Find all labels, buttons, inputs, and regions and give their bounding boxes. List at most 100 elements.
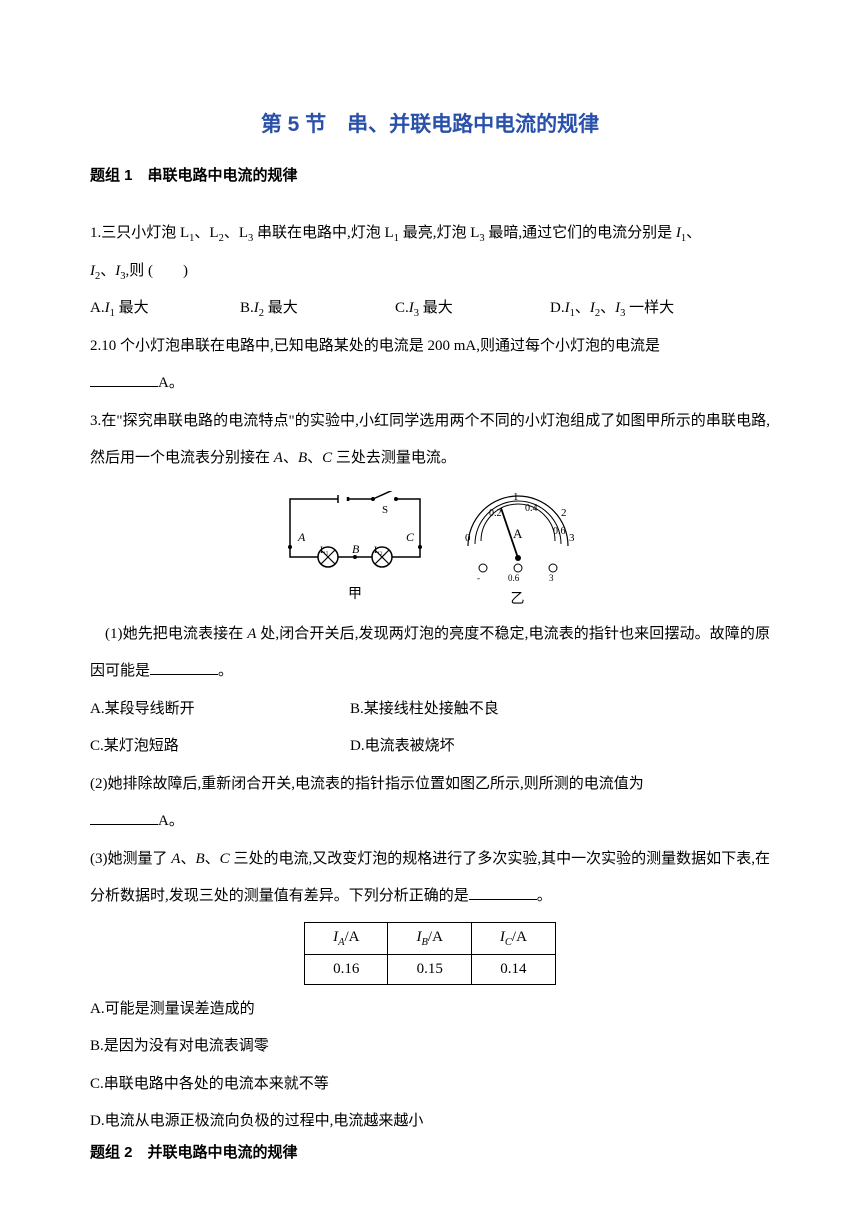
circuit-svg: S A B C L₁ L₂ bbox=[278, 491, 433, 576]
text: 、 bbox=[100, 263, 115, 279]
blank bbox=[90, 810, 158, 825]
svg-text:B: B bbox=[352, 542, 360, 556]
text: 、 bbox=[575, 300, 590, 316]
option-c: C.I3 最大 bbox=[395, 290, 550, 328]
svg-text:0.6: 0.6 bbox=[508, 573, 520, 581]
var: C bbox=[220, 851, 230, 867]
text: 最暗,通过它们的电流分别是 bbox=[485, 225, 676, 241]
var: C bbox=[322, 450, 332, 466]
meter-svg: 0 1 2 3 0.2 0.4 0.6 A - 0.6 3 bbox=[453, 486, 583, 581]
text: 2.10 个小灯泡串联在电路中,已知电路某处的电流是 200 mA,则通过每个小… bbox=[90, 338, 660, 354]
q3-p2: (2)她排除故障后,重新闭合开关,电流表的指针指示位置如图乙所示,则所测的电流值… bbox=[90, 766, 770, 841]
text: 最亮,灯泡 L bbox=[399, 225, 479, 241]
text: A。 bbox=[158, 375, 184, 391]
text: 、 bbox=[180, 851, 195, 867]
q3-p3: (3)她测量了 A、B、C 三处的电流,又改变灯泡的规格进行了多次实验,其中一次… bbox=[90, 841, 770, 916]
option-d: D.I1、I2、I3 一样大 bbox=[550, 290, 674, 328]
svg-text:2: 2 bbox=[561, 507, 567, 519]
table-cell: IA/A bbox=[305, 922, 388, 954]
text: 、 bbox=[307, 450, 322, 466]
text: 、 bbox=[283, 450, 298, 466]
svg-text:3: 3 bbox=[569, 532, 575, 544]
text: 三处去测量电流。 bbox=[332, 450, 456, 466]
text: 、 bbox=[600, 300, 615, 316]
table-cell: 0.14 bbox=[471, 954, 555, 984]
var: B bbox=[195, 851, 204, 867]
svg-text:0.2: 0.2 bbox=[489, 508, 502, 519]
q3-ansB: B.是因为没有对电流表调零 bbox=[90, 1028, 770, 1066]
q1-stem: 1.三只小灯泡 L1、L2、L3 串联在电路中,灯泡 L1 最亮,灯泡 L3 最… bbox=[90, 215, 770, 290]
data-table: IA/A IB/A IC/A 0.16 0.15 0.14 bbox=[304, 922, 556, 985]
text: 一样大 bbox=[625, 300, 674, 316]
blank bbox=[469, 885, 537, 900]
text: B. bbox=[240, 300, 254, 316]
svg-text:C: C bbox=[406, 530, 415, 544]
svg-text:A: A bbox=[297, 530, 306, 544]
option-b: B.某接线柱处接触不良 bbox=[350, 691, 499, 729]
text: /A bbox=[428, 929, 443, 945]
text: 。 bbox=[537, 888, 552, 904]
option-d: D.电流表被烧坏 bbox=[350, 728, 455, 766]
svg-text:0.6: 0.6 bbox=[553, 526, 566, 537]
text: 最大 bbox=[419, 300, 453, 316]
section1-header: 题组 1 串联电路中电流的规律 bbox=[90, 164, 770, 185]
blank bbox=[150, 660, 218, 675]
q3-p1-options: A.某段导线断开 B.某接线柱处接触不良 C.某灯泡短路 D.电流表被烧坏 bbox=[90, 691, 770, 766]
option-b: B.I2 最大 bbox=[240, 290, 395, 328]
svg-text:3: 3 bbox=[549, 573, 554, 581]
svg-text:S: S bbox=[382, 504, 388, 516]
text: /A bbox=[344, 929, 359, 945]
text: A。 bbox=[158, 813, 184, 829]
text: 、 bbox=[686, 225, 701, 241]
q3-ansA: A.可能是测量误差造成的 bbox=[90, 991, 770, 1029]
q3-stem: 3.在"探究串联电路的电流特点"的实验中,小红同学选用两个不同的小灯泡组成了如图… bbox=[90, 403, 770, 478]
option-a: A.I1 最大 bbox=[90, 290, 240, 328]
text: D. bbox=[550, 300, 565, 316]
table-row: 0.16 0.15 0.14 bbox=[305, 954, 556, 984]
svg-text:A: A bbox=[513, 526, 523, 541]
option-a: A.某段导线断开 bbox=[90, 691, 350, 729]
page-title: 第 5 节 串、并联电路中电流的规律 bbox=[90, 108, 770, 138]
svg-text:0.4: 0.4 bbox=[525, 503, 538, 514]
blank bbox=[90, 372, 158, 387]
text: 、L bbox=[194, 225, 218, 241]
q1-options: A.I1 最大 B.I2 最大 C.I3 最大 D.I1、I2、I3 一样大 bbox=[90, 290, 770, 328]
svg-text:L₁: L₁ bbox=[320, 545, 329, 555]
figure-row: S A B C L₁ L₂ 甲 0 1 2 bbox=[90, 486, 770, 608]
option-c: C.某灯泡短路 bbox=[90, 728, 350, 766]
table-row: IA/A IB/A IC/A bbox=[305, 922, 556, 954]
svg-text:1: 1 bbox=[513, 491, 519, 503]
text: 。 bbox=[218, 663, 233, 679]
table-cell: 0.15 bbox=[388, 954, 471, 984]
svg-text:0: 0 bbox=[465, 532, 471, 544]
text: A. bbox=[90, 300, 105, 316]
text: 最大 bbox=[264, 300, 298, 316]
var: A bbox=[274, 450, 283, 466]
text: 、 bbox=[205, 851, 220, 867]
text: ,则 ( ) bbox=[126, 263, 189, 279]
svg-text:-: - bbox=[477, 573, 480, 581]
circuit-figure: S A B C L₁ L₂ 甲 bbox=[278, 491, 433, 603]
meter-figure: 0 1 2 3 0.2 0.4 0.6 A - 0.6 3 乙 bbox=[453, 486, 583, 608]
section2-header: 题组 2 并联电路中电流的规律 bbox=[90, 1141, 770, 1162]
svg-text:L₂: L₂ bbox=[374, 545, 383, 555]
table-cell: IB/A bbox=[388, 922, 471, 954]
q3-p1: (1)她先把电流表接在 A 处,闭合开关后,发现两灯泡的亮度不稳定,电流表的指针… bbox=[90, 616, 770, 691]
q2-stem: 2.10 个小灯泡串联在电路中,已知电路某处的电流是 200 mA,则通过每个小… bbox=[90, 328, 770, 403]
q3-ansC: C.串联电路中各处的电流本来就不等 bbox=[90, 1066, 770, 1104]
text: C. bbox=[395, 300, 409, 316]
text: 、L bbox=[224, 225, 248, 241]
table-cell: 0.16 bbox=[305, 954, 388, 984]
table-cell: IC/A bbox=[471, 922, 555, 954]
q3-ansD: D.电流从电源正极流向负极的过程中,电流越来越小 bbox=[90, 1103, 770, 1141]
text: 最大 bbox=[115, 300, 149, 316]
sub: C bbox=[505, 937, 512, 948]
text: (2)她排除故障后,重新闭合开关,电流表的指针指示位置如图乙所示,则所测的电流值… bbox=[90, 776, 644, 792]
text: 1.三只小灯泡 L bbox=[90, 225, 189, 241]
fig-label-jia: 甲 bbox=[278, 583, 433, 603]
text: (3)她测量了 bbox=[90, 851, 171, 867]
var: B bbox=[298, 450, 307, 466]
text: 串联在电路中,灯泡 L bbox=[253, 225, 393, 241]
fig-label-yi: 乙 bbox=[453, 588, 583, 608]
text: (1)她先把电流表接在 bbox=[105, 626, 247, 642]
